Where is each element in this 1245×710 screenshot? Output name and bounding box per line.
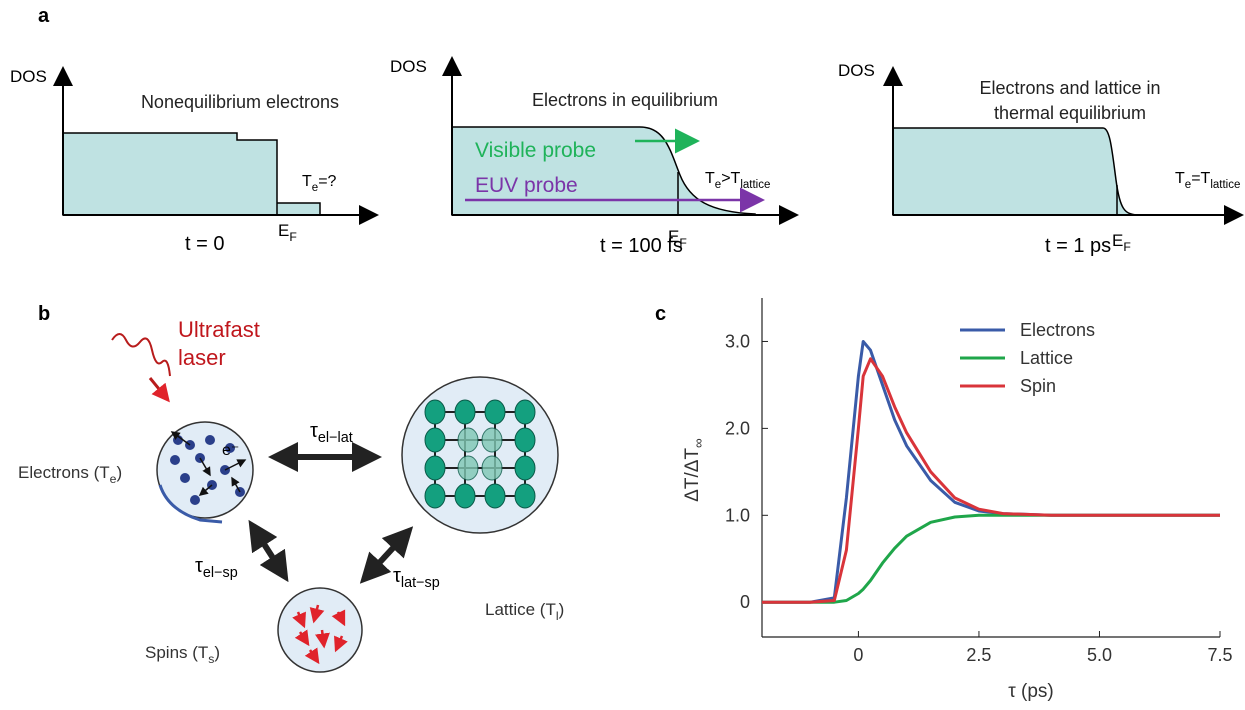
x-tick-label: 5.0 bbox=[1087, 645, 1112, 665]
temperature-label-part: T bbox=[302, 173, 312, 190]
tau-label: τel−sp bbox=[195, 555, 238, 581]
y-tick-label: 1.0 bbox=[725, 505, 750, 525]
fermi-label-part: F bbox=[289, 230, 296, 244]
panel-b-diagram bbox=[112, 334, 558, 672]
temperature-label-part: T bbox=[1175, 170, 1185, 187]
temperature-label: Te=Tlattice bbox=[1175, 170, 1240, 191]
temperature-label-part: T bbox=[705, 170, 715, 187]
series-line bbox=[762, 515, 1220, 602]
fermi-label: EF bbox=[278, 221, 297, 244]
tau-label-part: τ bbox=[195, 555, 203, 577]
plot-title: Electrons in equilibrium bbox=[532, 90, 718, 110]
series-line bbox=[762, 359, 1220, 602]
electron-symbol: e⁻ bbox=[222, 442, 239, 459]
y-axis-label-part: ΔT/ΔT bbox=[682, 448, 703, 502]
fermi-label: EF bbox=[1112, 231, 1131, 254]
dos-label: DOS bbox=[838, 61, 875, 80]
tau-label: τel−lat bbox=[310, 420, 353, 446]
electrons-label-part: Electrons (T bbox=[18, 463, 110, 482]
time-label: t = 1 ps bbox=[1045, 235, 1111, 257]
figure: 0 1.0 2.0 3.0 0 2.5 5.0 7.5 τ (ps) ΔT/ΔT∞ Electron… bbox=[0, 0, 1245, 710]
time-label: t = 100 fs bbox=[600, 235, 683, 257]
temperature-label-part: lattice bbox=[740, 179, 770, 191]
series-line bbox=[762, 342, 1220, 603]
y-axis-label-part: ∞ bbox=[691, 438, 706, 448]
x-tick-label: 7.5 bbox=[1207, 645, 1232, 665]
temperature-label: Te=? bbox=[302, 173, 337, 194]
temperature-label-part: =? bbox=[318, 173, 336, 190]
plot-title: Nonequilibrium electrons bbox=[141, 92, 339, 112]
legend-label: Electrons bbox=[1020, 320, 1095, 340]
fermi-label-part: E bbox=[278, 221, 289, 240]
spins-label-part: Spins (T bbox=[145, 643, 208, 662]
x-tick-label: 2.5 bbox=[966, 645, 991, 665]
fermi-label-part: E bbox=[1112, 231, 1123, 250]
x-tick-label: 0 bbox=[853, 645, 863, 665]
y-tick-label: 3.0 bbox=[725, 331, 750, 351]
tau-label-part: τ bbox=[310, 420, 318, 442]
panel-label: b bbox=[38, 303, 50, 325]
temperature-label-part: =T bbox=[1191, 170, 1210, 187]
chart: 0 1.0 2.0 3.0 0 2.5 5.0 7.5 τ (ps) ΔT/ΔT∞ Electron… bbox=[682, 298, 1233, 702]
panel-label: a bbox=[38, 5, 50, 27]
visible-probe: Visible probe bbox=[475, 139, 596, 162]
euv-probe: EUV probe bbox=[475, 174, 578, 197]
spins-label: Spins (Ts) bbox=[145, 643, 220, 666]
spins-label-part: ) bbox=[214, 643, 220, 662]
laser-label: Ultrafast bbox=[178, 317, 260, 342]
tau-label-part: τ bbox=[393, 565, 401, 587]
electrons-label: Electrons (Te) bbox=[18, 463, 122, 486]
time-label: t = 0 bbox=[185, 233, 224, 255]
dos-label: DOS bbox=[390, 57, 427, 76]
tau-label-part: el−lat bbox=[318, 430, 353, 446]
tau-label-part: el−sp bbox=[203, 565, 238, 581]
temperature-label: Te>Tlattice bbox=[705, 170, 770, 191]
legend-label: Spin bbox=[1020, 376, 1056, 396]
tau-label: τlat−sp bbox=[393, 565, 440, 591]
legend-label: Lattice bbox=[1020, 348, 1073, 368]
temperature-label-part: lattice bbox=[1210, 179, 1240, 191]
y-axis-label: ΔT/ΔT∞ bbox=[682, 438, 706, 502]
x-axis-label: τ (ps) bbox=[1008, 681, 1054, 702]
y-tick-label: 2.0 bbox=[725, 418, 750, 438]
laser-label: laser bbox=[178, 345, 226, 370]
panel-label: c bbox=[655, 303, 666, 325]
lattice-label: Lattice (Tl) bbox=[485, 600, 564, 623]
dos-label: DOS bbox=[10, 67, 47, 86]
tau-label-part: lat−sp bbox=[401, 575, 440, 591]
plot-title: Electrons and lattice in bbox=[979, 78, 1160, 98]
lattice-label-part: Lattice (T bbox=[485, 600, 556, 619]
temperature-label-part: >T bbox=[721, 170, 740, 187]
lattice-label-part: ) bbox=[559, 600, 565, 619]
fermi-label-part: F bbox=[1123, 240, 1130, 254]
plot-title: thermal equilibrium bbox=[994, 103, 1146, 123]
y-tick-label: 0 bbox=[740, 592, 750, 612]
electrons-label-part: ) bbox=[116, 463, 122, 482]
